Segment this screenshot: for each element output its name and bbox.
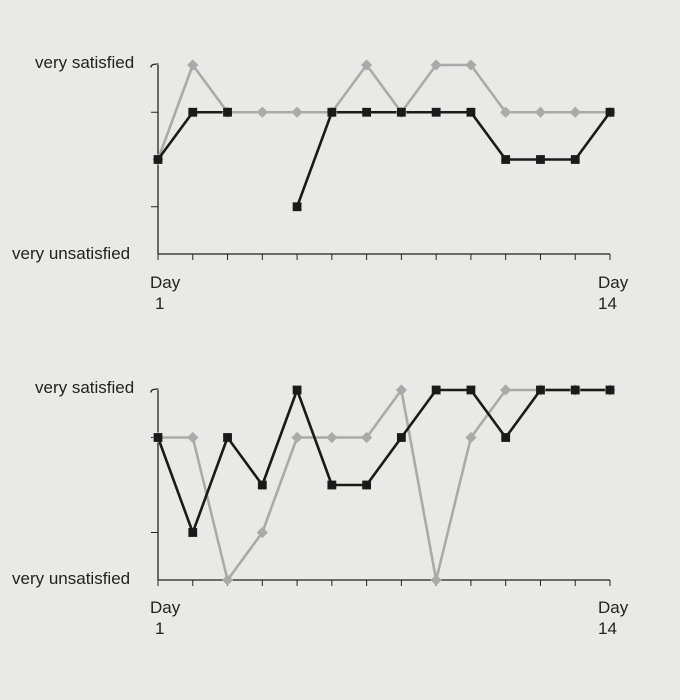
svg-text:very unsatisfied: very unsatisfied [12,244,130,263]
svg-text:very unsatisfied: very unsatisfied [12,569,130,588]
svg-text:very satisfied: very satisfied [35,53,134,72]
svg-text:Day: Day [150,598,181,617]
svg-text:1: 1 [155,619,164,638]
svg-text:Day: Day [150,273,181,292]
svg-text:Day: Day [598,273,629,292]
svg-text:14: 14 [598,619,617,638]
svg-text:14: 14 [598,294,617,313]
svg-text:Day: Day [598,598,629,617]
svg-text:1: 1 [155,294,164,313]
svg-text:very satisfied: very satisfied [35,378,134,397]
